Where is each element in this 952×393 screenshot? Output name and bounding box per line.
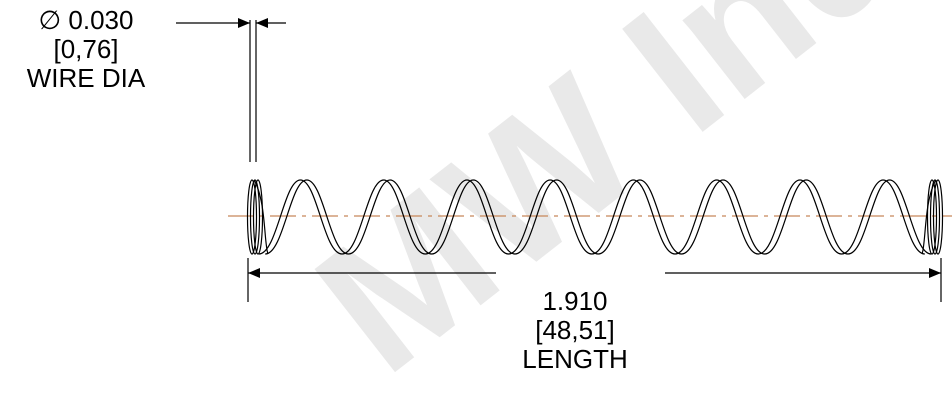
right-end-coil [926, 179, 938, 255]
wire-diameter-inch: 0.030 [68, 5, 134, 35]
left-end-coil [246, 179, 258, 255]
right-end-transition [921, 179, 937, 255]
left-end-coil [252, 179, 264, 255]
wire-diameter-mm: [0,76] [53, 34, 119, 64]
wire-diameter-caption: WIRE DIA [26, 63, 146, 93]
length-inch: 1.910 [542, 286, 608, 316]
right-end-coil [932, 179, 944, 255]
wire-diameter-dimension [176, 18, 286, 162]
diameter-symbol: ∅ [38, 5, 62, 35]
length-dimension [247, 258, 942, 302]
length-label: 1.910 [48,51] LENGTH [505, 287, 645, 374]
spring-coils [246, 179, 944, 255]
coil-inner-edge [265, 179, 932, 255]
length-mm: [48,51] [535, 315, 615, 345]
wire-diameter-label: ∅ 0.030 [0,76] WIRE DIA [0, 6, 172, 93]
left-end-transition [253, 179, 269, 255]
left-end-coil [249, 179, 261, 255]
coil-outer-edge [258, 179, 925, 255]
right-end-coil [929, 179, 941, 255]
length-caption: LENGTH [522, 344, 628, 374]
